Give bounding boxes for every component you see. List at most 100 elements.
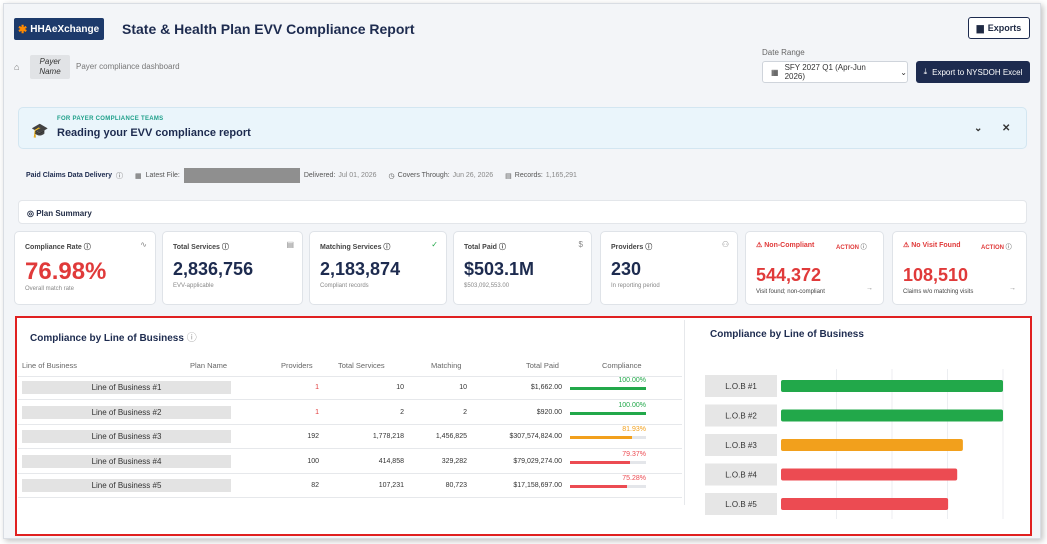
row-matching: 80,723 [445,482,467,489]
plan-summary-header: ◎ Plan Summary [18,200,1027,224]
kpi-sub: $503,092,553.00 [464,283,510,289]
kpi-matching-services: Matching Services ⓘ ✓ 2,183,874 Compliant… [309,231,447,305]
row-compliance-pct: 81.93% [622,426,646,433]
row-total-paid: $79,029,274.00 [513,457,562,465]
download-icon: ⤓ [923,67,928,76]
col-header-plan[interactable]: Plan Name [190,361,228,370]
compliance-bar-chart: L.O.B #1 L.O.B #2 L.O.B #3 L.O.B #4 L.O.B #5 [705,369,1004,519]
row-matching: 2 [463,408,467,416]
page-title: State & Health Plan EVV Compliance Repor… [122,21,415,37]
delivered-date: Jul 01, 2026 [338,172,377,179]
app-window: ✱ HHAeXchange State & Health Plan EVV Com… [3,3,1041,539]
row-providers: 192 [307,433,319,440]
latest-file-label: Latest File: [145,172,180,179]
banner-eyebrow: FOR PAYER COMPLIANCE TEAMS [57,116,164,122]
chart-bar [781,498,949,510]
export-nysdoh-button[interactable]: ⤓ Export to NYSDOH Excel [916,61,1030,83]
kpi-label: ⚠ Non-Compliant [756,242,815,249]
row-total-services: 2 [400,408,404,416]
check-circle-icon: ✓ [431,240,438,249]
clock-icon: ◷ [388,172,395,180]
kpi-sub: Claims w/o matching visits [903,289,974,295]
header-divider [18,376,682,377]
payer-name-badge: Payer Name [30,55,70,79]
export-nysdoh-label: Export to NYSDOH Excel [932,67,1023,77]
banner-title: Reading your EVV compliance report [57,127,251,139]
exports-button[interactable]: ▆ Exports [968,17,1030,39]
action-badge: ACTION ⓘ [836,245,867,251]
logo-mark-icon: ✱ [18,23,28,36]
kpi-total-services: Total Services ⓘ ▤ 2,836,756 EVV-applicab… [162,231,303,305]
row-compliance-bar [570,460,646,464]
section-divider [684,320,685,505]
row-compliance-pct: 100.00% [618,401,646,409]
row-lob-name: Line of Business #2 [22,405,231,419]
row-total-services: 1,778,218 [372,433,404,440]
help-icon[interactable]: ⓘ [116,172,123,180]
kpi-label: Compliance Rate ⓘ [25,244,91,251]
chart-category-label-bg [705,404,777,427]
chevron-down-icon: ⌄ [900,67,907,77]
kpi-sub: In reporting period [611,283,660,289]
plan-icon: ◎ [27,209,37,218]
info-banner: 🎓 FOR PAYER COMPLIANCE TEAMS Reading you… [18,107,1027,149]
graduation-cap-icon: 🎓 [31,122,49,138]
records-label: Records: [514,172,543,179]
row-lob-name: Line of Business #1 [22,381,231,394]
kpi-no-visit-found[interactable]: ⚠ No Visit Found ACTION ⓘ 108,510 Claims… [892,231,1027,305]
kpi-compliance-rate: Compliance Rate ⓘ ∿ 76.98% Overall match … [14,231,156,305]
redacted-file-name [183,168,300,183]
trend-icon: ∿ [140,240,147,249]
chart-category-label: L.O.B #5 [725,500,757,509]
document-icon: ▤ [286,240,294,249]
calendar-icon: ▦ [771,67,779,77]
row-compliance-fill [570,485,628,488]
row-compliance-pct: 79.37% [622,450,646,458]
chart-title: Compliance by Line of Business [710,329,864,340]
row-compliance-bar [570,411,646,415]
col-header-compliance[interactable]: Compliance [602,361,642,370]
date-range-label: Date Range [762,48,805,57]
col-header-total-services[interactable]: Total Services [338,361,385,370]
plan-summary-label: Plan Summary [36,209,92,218]
row-divider [18,448,682,449]
date-range-value: SFY 2027 Q1 (Apr-Jun 2026) [784,63,866,81]
row-divider [18,472,682,474]
col-header-providers[interactable]: Providers [281,361,313,370]
folder-icon: ▆ [976,22,984,33]
home-icon[interactable]: ⌂ [14,62,20,72]
kpi-label: ⚠ No Visit Found [903,242,961,249]
kpi-value: 2,836,756 [173,259,254,279]
col-header-matching[interactable]: Matching [431,361,462,370]
close-icon[interactable]: ✕ [1002,123,1011,134]
row-total-services: 107,231 [378,482,404,489]
row-providers: 1 [315,408,319,416]
kpi-value: 2,183,874 [320,259,401,279]
records-count: 1,165,291 [545,172,577,179]
row-compliance-pct: 75.28% [622,475,646,482]
chevron-down-icon[interactable]: ⌄ [974,123,983,134]
row-divider [18,497,682,498]
row-compliance-bar [570,485,646,488]
row-compliance-fill [570,436,633,439]
row-compliance-fill [570,387,646,390]
chart-category-label-bg [705,375,777,397]
chart-category-label-bg [705,434,777,456]
kpi-sub: Visit found; non-compliant [756,289,825,295]
row-matching: 1,456,825 [435,433,467,440]
col-header-total-paid[interactable]: Total Paid [526,361,559,370]
arrow-right-icon: → [866,285,873,292]
col-header-lob[interactable]: Line of Business [22,361,78,370]
kpi-providers: Providers ⓘ ⚇ 230 In reporting period [600,231,738,305]
chart-bar [781,468,958,481]
delivery-bar: Paid Claims Data Delivery ⓘ ▦ Latest Fil… [26,168,577,183]
date-range-select[interactable]: ▦ SFY 2027 Q1 (Apr-Jun 2026) ⌄ [762,61,908,83]
covers-label: Covers Through: [397,172,450,179]
row-lob-name: Line of Business #3 [22,430,231,443]
row-divider [18,399,682,400]
file-icon: ▤ [505,172,512,180]
kpi-non-compliant[interactable]: ⚠ Non-Compliant ACTION ⓘ 544,372 Visit f… [745,231,884,305]
row-total-services: 10 [396,384,404,391]
row-providers: 1 [315,384,319,391]
kpi-sub: Overall match rate [25,286,75,292]
